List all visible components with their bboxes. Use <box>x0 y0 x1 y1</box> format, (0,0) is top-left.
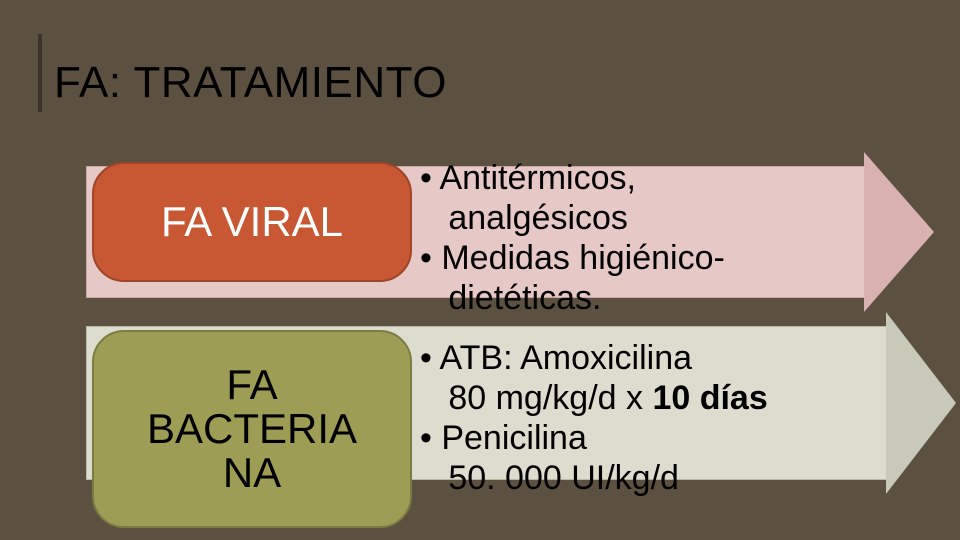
bullet-line: dietéticas. <box>420 278 725 318</box>
bullets-viral: • Antitérmicos, analgésicos• Medidas hig… <box>420 158 725 318</box>
bullet-line: • Penicilina <box>420 418 768 458</box>
label-viral: FA VIRAL <box>92 162 412 282</box>
bullet-line: analgésicos <box>420 198 725 238</box>
arrow-viral-head <box>864 152 934 312</box>
bullet-line: • ATB: Amoxicilina <box>420 338 768 378</box>
bullet-line: 50. 000 UI/kg/d <box>420 458 768 498</box>
label-bacterial: FABACTERIANA <box>92 330 412 528</box>
bullet-line: • Medidas higiénico- <box>420 238 725 278</box>
bullet-line: 80 mg/kg/d x 10 días <box>420 378 768 418</box>
title-rule <box>38 34 42 112</box>
arrow-bacterial-head <box>886 312 956 494</box>
bullet-line: • Antitérmicos, <box>420 158 725 198</box>
label-bacterial-text: FABACTERIANA <box>147 363 357 495</box>
bullets-bacterial: • ATB: Amoxicilina 80 mg/kg/d x 10 días•… <box>420 338 768 498</box>
label-viral-text: FA VIRAL <box>161 200 343 244</box>
page-title: FA: TRATAMIENTO <box>54 58 447 108</box>
slide: FA: TRATAMIENTO FA VIRAL • Antitérmicos,… <box>0 0 960 540</box>
